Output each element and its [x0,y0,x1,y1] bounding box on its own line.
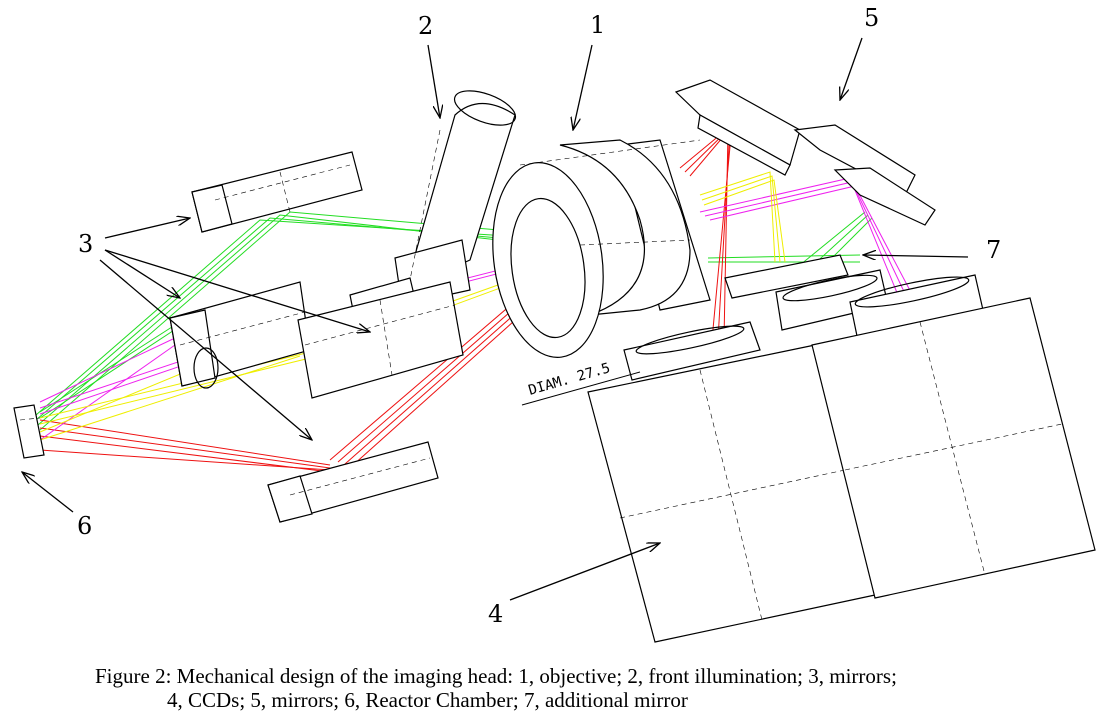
callout-arrows [22,37,969,601]
additional-mirror [724,254,849,299]
figure-caption: Figure 2: Mechanical design of the imagi… [95,664,1085,712]
label-3: 3 [78,230,93,258]
ccd-mirror-1 [623,321,761,381]
caption-line-1: Figure 2: Mechanical design of the imagi… [95,664,897,688]
label-2: 2 [418,12,433,40]
mirror-5a [674,79,801,176]
mirror-3c [297,281,464,399]
ccd-block-right [811,297,1096,599]
mirror-3a [191,151,363,233]
objective [492,139,711,358]
label-5: 5 [864,4,879,32]
mirror-5c [833,167,936,226]
label-4: 4 [488,600,503,628]
mirror-3d [267,441,439,523]
label-6: 6 [77,512,92,540]
label-7: 7 [986,236,1001,264]
caption-line-2: 4, CCDs; 5, mirrors; 6, Reactor Chamber;… [167,688,688,712]
label-1: 1 [590,11,605,39]
reactor-chamber [13,404,45,459]
